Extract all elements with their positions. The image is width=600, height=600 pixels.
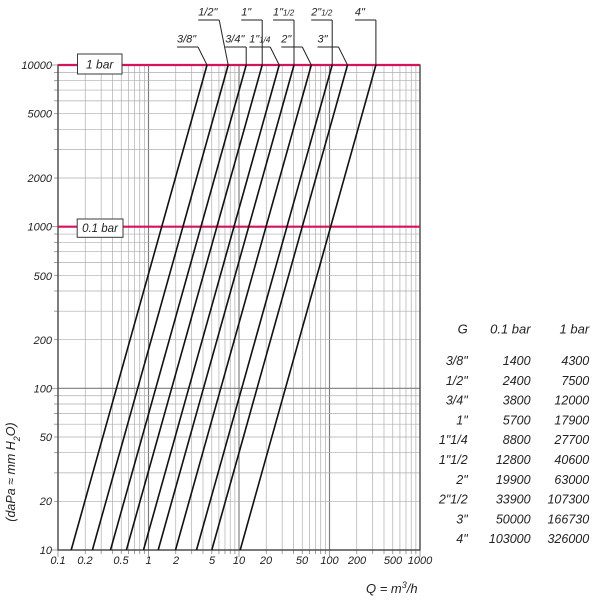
svg-text:0.1 bar: 0.1 bar	[82, 223, 119, 235]
svg-text:10: 10	[233, 555, 246, 567]
svg-text:7500: 7500	[561, 374, 589, 388]
svg-text:G: G	[458, 322, 468, 337]
svg-text:3": 3"	[456, 512, 468, 526]
svg-text:2400: 2400	[502, 374, 531, 388]
svg-text:1: 1	[145, 555, 151, 567]
svg-text:20: 20	[39, 496, 53, 508]
svg-text:Q = m3/h: Q = m3/h	[366, 580, 418, 596]
svg-text:1"1/2: 1"1/2	[273, 7, 295, 19]
svg-text:200: 200	[33, 335, 53, 347]
svg-text:50: 50	[296, 555, 309, 567]
svg-text:50: 50	[40, 432, 53, 444]
svg-text:63000: 63000	[554, 473, 589, 487]
svg-text:5000: 5000	[28, 109, 53, 121]
svg-text:0.1 bar: 0.1 bar	[490, 322, 531, 337]
svg-text:1000: 1000	[408, 555, 433, 567]
svg-text:1": 1"	[241, 7, 252, 19]
svg-text:1": 1"	[456, 413, 468, 427]
svg-text:8800: 8800	[503, 433, 531, 447]
svg-text:19900: 19900	[496, 473, 531, 487]
svg-text:0.1: 0.1	[50, 555, 65, 567]
svg-text:1 bar: 1 bar	[560, 322, 590, 337]
svg-text:4": 4"	[355, 7, 366, 19]
svg-text:3800: 3800	[503, 394, 531, 408]
svg-text:1400: 1400	[503, 354, 531, 368]
svg-text:2": 2"	[280, 34, 292, 46]
svg-text:50000: 50000	[496, 512, 531, 526]
svg-text:100: 100	[320, 555, 339, 567]
svg-text:3/4": 3/4"	[446, 394, 468, 408]
svg-text:107300: 107300	[547, 493, 589, 507]
svg-text:3/8": 3/8"	[177, 34, 197, 46]
svg-text:103000: 103000	[489, 532, 531, 546]
svg-text:326000: 326000	[547, 532, 589, 546]
svg-text:0.5: 0.5	[113, 555, 129, 567]
svg-text:4": 4"	[456, 532, 468, 546]
svg-text:2": 2"	[455, 473, 468, 487]
svg-text:3": 3"	[318, 34, 329, 46]
svg-text:2"1/2: 2"1/2	[438, 493, 468, 507]
svg-text:12800: 12800	[496, 453, 531, 467]
svg-text:1"1/2: 1"1/2	[439, 453, 468, 467]
svg-text:1"1/4: 1"1/4	[249, 34, 271, 46]
svg-text:5: 5	[209, 555, 216, 567]
svg-text:200: 200	[347, 555, 367, 567]
svg-text:20: 20	[259, 555, 273, 567]
svg-text:27700: 27700	[553, 433, 589, 447]
svg-text:2"1/2: 2"1/2	[310, 7, 333, 19]
svg-text:0.2: 0.2	[77, 555, 92, 567]
svg-text:12000: 12000	[554, 394, 589, 408]
svg-text:10000: 10000	[21, 60, 52, 72]
svg-text:17900: 17900	[554, 413, 589, 427]
svg-text:1 bar: 1 bar	[86, 58, 114, 72]
svg-text:1"1/4: 1"1/4	[439, 433, 468, 447]
svg-text:40600: 40600	[554, 453, 589, 467]
svg-text:500: 500	[34, 271, 53, 283]
svg-text:3/4": 3/4"	[225, 34, 245, 46]
svg-text:100: 100	[34, 384, 53, 396]
svg-text:1000: 1000	[28, 222, 53, 234]
svg-text:3/8": 3/8"	[446, 354, 468, 368]
svg-text:33900: 33900	[496, 493, 531, 507]
svg-text:1/2": 1/2"	[446, 374, 468, 388]
svg-text:2: 2	[172, 555, 179, 567]
svg-text:166730: 166730	[547, 512, 589, 526]
svg-text:4300: 4300	[561, 354, 589, 368]
svg-text:1/2": 1/2"	[198, 7, 218, 19]
svg-text:500: 500	[384, 555, 403, 567]
svg-text:5700: 5700	[503, 413, 531, 427]
svg-text:2000: 2000	[27, 173, 53, 185]
